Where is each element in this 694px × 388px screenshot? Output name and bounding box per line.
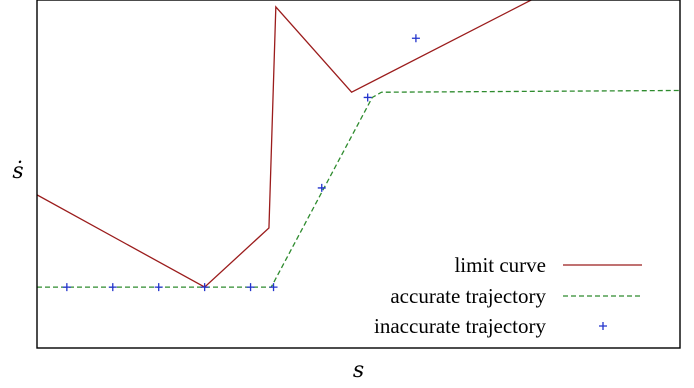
legend-label-accurate-trajectory: accurate trajectory: [390, 284, 546, 308]
legend: limit curve accurate trajectory inaccurate…: [374, 253, 642, 338]
inaccurate-trajectory-point: [154, 283, 163, 292]
x-axis-label: s: [353, 358, 364, 383]
inaccurate-trajectory-point: [317, 183, 326, 192]
legend-label-limit-curve: limit curve: [454, 253, 546, 277]
inaccurate-trajectory-point: [269, 283, 278, 292]
inaccurate-trajectory-point: [246, 283, 255, 292]
accurate-trajectory-line: [37, 89, 680, 288]
legend-swatch-inaccurate-trajectory: [599, 322, 607, 330]
legend-label-inaccurate-trajectory: inaccurate trajectory: [374, 314, 546, 338]
plot-area: [37, 0, 680, 292]
inaccurate-trajectory-point: [411, 34, 420, 43]
y-axis-label: ṡ: [12, 159, 23, 184]
plot-frame: [36, 0, 681, 349]
limit-curve-line: [37, 0, 533, 288]
inaccurate-trajectory-point: [62, 283, 71, 292]
inaccurate-trajectory-point: [200, 283, 209, 292]
inaccurate-trajectory-point: [363, 93, 372, 102]
inaccurate-trajectory-point: [108, 283, 117, 292]
